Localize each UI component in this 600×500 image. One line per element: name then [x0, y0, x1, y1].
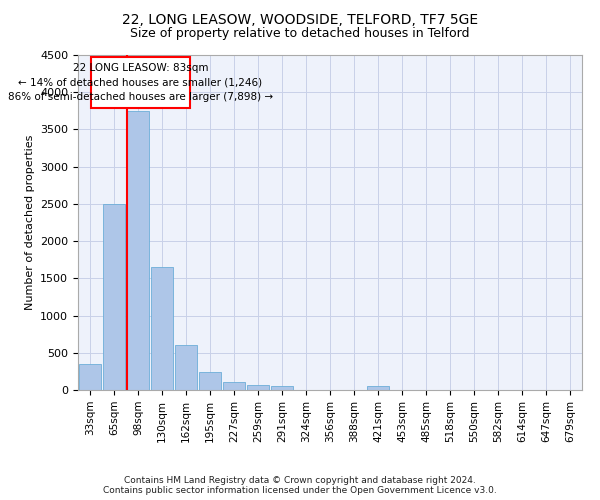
- Y-axis label: Number of detached properties: Number of detached properties: [25, 135, 35, 310]
- Text: Contains HM Land Registry data © Crown copyright and database right 2024.
Contai: Contains HM Land Registry data © Crown c…: [103, 476, 497, 495]
- Bar: [79, 364, 101, 390]
- Bar: [367, 386, 389, 390]
- Bar: [247, 385, 269, 390]
- Bar: [103, 204, 125, 390]
- Text: Size of property relative to detached houses in Telford: Size of property relative to detached ho…: [130, 28, 470, 40]
- Text: ← 14% of detached houses are smaller (1,246): ← 14% of detached houses are smaller (1,…: [19, 78, 262, 88]
- Bar: [175, 346, 197, 390]
- Text: 22, LONG LEASOW, WOODSIDE, TELFORD, TF7 5GE: 22, LONG LEASOW, WOODSIDE, TELFORD, TF7 …: [122, 12, 478, 26]
- Text: 22 LONG LEASOW: 83sqm: 22 LONG LEASOW: 83sqm: [73, 64, 208, 74]
- FancyBboxPatch shape: [91, 57, 190, 108]
- Bar: [199, 372, 221, 390]
- Bar: [151, 267, 173, 390]
- Text: 86% of semi-detached houses are larger (7,898) →: 86% of semi-detached houses are larger (…: [8, 92, 273, 102]
- Bar: [223, 382, 245, 390]
- Bar: [127, 111, 149, 390]
- Bar: [271, 386, 293, 390]
